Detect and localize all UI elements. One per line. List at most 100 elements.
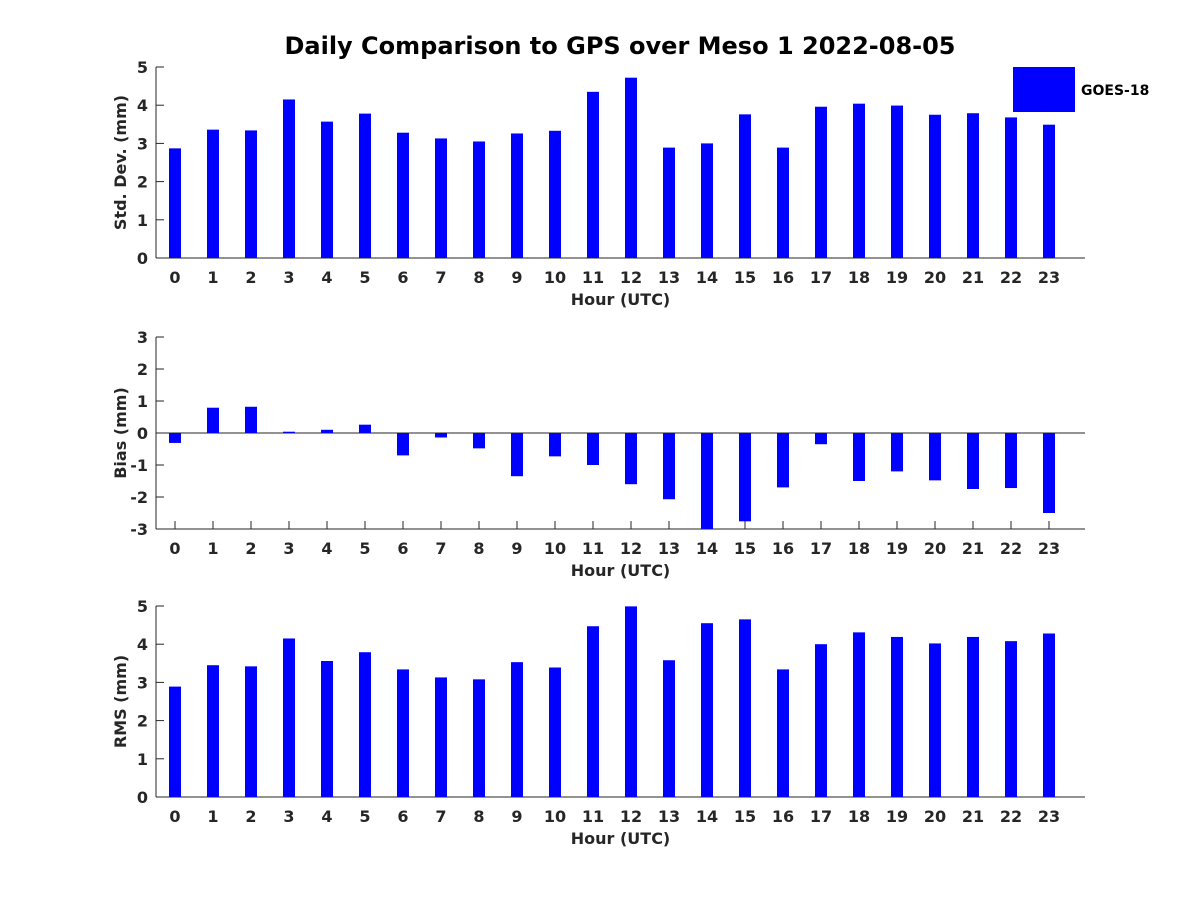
- x-tick-label: 1: [207, 807, 218, 826]
- bar: [587, 626, 599, 797]
- x-tick-label: 16: [772, 807, 794, 826]
- x-tick-label: 4: [321, 539, 332, 558]
- y-axis-label: RMS (mm): [111, 655, 130, 748]
- x-tick-label: 3: [283, 539, 294, 558]
- bar: [359, 113, 371, 258]
- x-tick-label: 10: [544, 807, 566, 826]
- x-tick-label: 16: [772, 539, 794, 558]
- x-tick-label: 6: [397, 268, 408, 287]
- x-tick-label: 7: [435, 539, 446, 558]
- bar: [739, 619, 751, 797]
- x-axis-label: Hour (UTC): [571, 290, 671, 309]
- x-tick-label: 3: [283, 807, 294, 826]
- bar: [1043, 433, 1055, 513]
- y-tick-label: 4: [137, 635, 148, 654]
- x-tick-label: 21: [962, 807, 984, 826]
- bar: [663, 147, 675, 258]
- bar: [1005, 433, 1017, 489]
- x-tick-label: 3: [283, 268, 294, 287]
- bar: [701, 623, 713, 797]
- bar: [397, 433, 409, 456]
- bar: [967, 433, 979, 489]
- bar: [625, 433, 637, 485]
- bar: [473, 141, 485, 258]
- legend-swatch: [1013, 67, 1075, 112]
- x-tick-label: 2: [245, 539, 256, 558]
- bar: [511, 133, 523, 258]
- x-tick-label: 16: [772, 268, 794, 287]
- x-tick-label: 5: [359, 539, 370, 558]
- x-tick-label: 13: [658, 268, 680, 287]
- bar: [473, 433, 485, 449]
- x-tick-label: 8: [473, 268, 484, 287]
- x-tick-label: 12: [620, 807, 642, 826]
- bar: [587, 433, 599, 465]
- legend-label: GOES-18: [1081, 83, 1149, 99]
- bar: [853, 433, 865, 481]
- x-tick-label: 17: [810, 539, 832, 558]
- chart-title: Daily Comparison to GPS over Meso 1 2022…: [284, 32, 955, 60]
- y-tick-label: 5: [137, 58, 148, 77]
- x-tick-label: 0: [169, 268, 180, 287]
- y-tick-label: 1: [137, 392, 148, 411]
- x-tick-label: 23: [1038, 268, 1060, 287]
- x-tick-label: 13: [658, 807, 680, 826]
- x-tick-label: 7: [435, 807, 446, 826]
- x-tick-label: 18: [848, 539, 870, 558]
- x-axis-label: Hour (UTC): [571, 561, 671, 580]
- bar: [245, 406, 257, 433]
- x-tick-label: 9: [511, 807, 522, 826]
- x-tick-label: 2: [245, 268, 256, 287]
- x-tick-label: 0: [169, 807, 180, 826]
- bar: [549, 667, 561, 797]
- x-tick-label: 23: [1038, 807, 1060, 826]
- bar: [663, 433, 675, 500]
- x-tick-label: 5: [359, 268, 370, 287]
- x-tick-label: 20: [924, 539, 946, 558]
- bar: [511, 433, 523, 477]
- x-axis-label: Hour (UTC): [571, 829, 671, 848]
- bar: [283, 99, 295, 258]
- bar: [473, 679, 485, 797]
- x-tick-label: 4: [321, 268, 332, 287]
- bar: [701, 143, 713, 258]
- bar: [283, 638, 295, 797]
- x-tick-label: 11: [582, 539, 604, 558]
- x-tick-label: 7: [435, 268, 446, 287]
- x-tick-label: 15: [734, 268, 756, 287]
- x-tick-label: 9: [511, 539, 522, 558]
- x-tick-label: 1: [207, 539, 218, 558]
- x-tick-label: 2: [245, 807, 256, 826]
- legend: GOES-18: [1013, 67, 1149, 112]
- bar: [777, 433, 789, 488]
- y-axis-label: Bias (mm): [111, 387, 130, 479]
- bar: [435, 138, 447, 258]
- y-tick-label: 3: [137, 328, 148, 347]
- y-tick-label: -3: [130, 520, 148, 539]
- x-tick-label: 10: [544, 539, 566, 558]
- bar: [549, 433, 561, 457]
- bar: [169, 686, 181, 797]
- x-tick-label: 20: [924, 268, 946, 287]
- y-tick-label: -2: [130, 488, 148, 507]
- bar: [853, 103, 865, 258]
- bar: [815, 106, 827, 258]
- y-tick-label: 5: [137, 597, 148, 616]
- y-tick-label: 3: [137, 673, 148, 692]
- bar: [891, 636, 903, 797]
- x-tick-label: 14: [696, 268, 718, 287]
- x-tick-label: 21: [962, 268, 984, 287]
- bar: [169, 433, 181, 443]
- x-tick-label: 5: [359, 807, 370, 826]
- bar: [435, 677, 447, 797]
- x-tick-label: 8: [473, 807, 484, 826]
- bar: [511, 662, 523, 797]
- bar: [777, 669, 789, 797]
- x-tick-label: 18: [848, 807, 870, 826]
- bar: [853, 632, 865, 797]
- bar: [169, 148, 181, 258]
- x-tick-label: 10: [544, 268, 566, 287]
- bar: [929, 433, 941, 481]
